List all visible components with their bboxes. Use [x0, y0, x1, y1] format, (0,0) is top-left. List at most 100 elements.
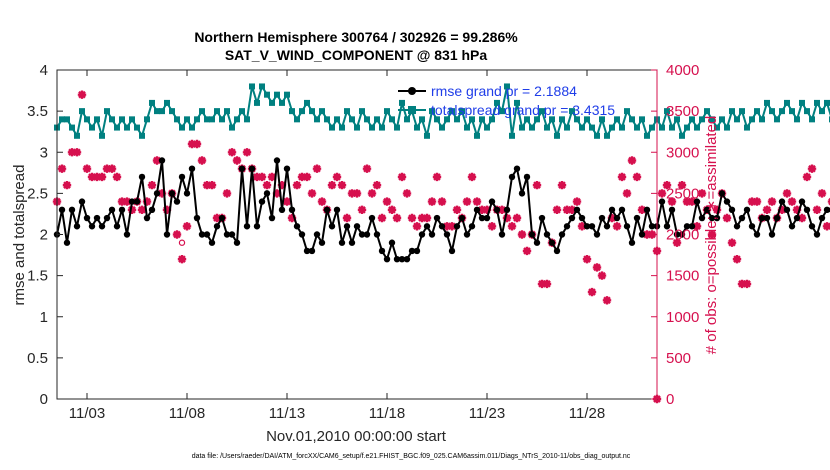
rmse-marker [213, 223, 221, 230]
rmse-marker [708, 214, 716, 222]
obs-assimilated-marker [362, 164, 372, 173]
spread-marker [494, 99, 500, 106]
rmse-marker [533, 239, 541, 246]
obs-assimilated-marker [687, 197, 697, 206]
spread-marker [279, 99, 285, 106]
obs-assimilated-marker [352, 189, 362, 198]
spread-marker [504, 83, 510, 90]
spread-marker [264, 91, 270, 98]
rmse-marker [563, 223, 571, 230]
rmse-marker [413, 247, 421, 255]
rmse-marker [808, 223, 816, 230]
rmse-marker [758, 214, 766, 222]
rmse-marker [288, 206, 296, 214]
spread-marker [69, 124, 75, 131]
rmse-marker [588, 223, 596, 230]
spread-marker [524, 116, 530, 123]
rmse-marker [223, 231, 231, 238]
obs-assimilated-marker [227, 148, 237, 157]
spread-marker [474, 132, 480, 139]
spread-marker [114, 124, 120, 131]
obs-assimilated-marker [162, 205, 172, 214]
rmse-marker [278, 206, 286, 214]
obs-assimilated-marker [612, 222, 622, 231]
spread-marker [289, 108, 295, 115]
spread-marker [699, 116, 705, 123]
obs-assimilated-marker [567, 205, 577, 214]
rmse-marker [718, 190, 726, 197]
rmse-marker [73, 223, 81, 230]
spread-marker [539, 108, 545, 115]
spread-marker [399, 99, 405, 106]
obs-assimilated-marker [202, 181, 212, 190]
spread-marker [469, 116, 475, 123]
y-left-tick-label: 2 [40, 227, 48, 244]
spread-marker [189, 124, 195, 131]
obs-assimilated-marker [642, 230, 652, 239]
rmse-marker [738, 214, 746, 222]
spread-marker [454, 116, 460, 123]
rmse-marker [543, 231, 551, 238]
rmse-marker [203, 231, 211, 238]
obs-assimilated-marker [552, 205, 562, 214]
rmse-marker [393, 255, 401, 263]
y-left-tick-label: 3 [40, 144, 48, 161]
spread-marker [74, 132, 80, 139]
rmse-marker [263, 190, 271, 197]
spread-marker [579, 124, 585, 131]
spread-marker [109, 116, 115, 123]
obs-assimilated-marker [577, 222, 587, 231]
spread-marker [799, 99, 805, 106]
rmse-marker [228, 231, 236, 238]
x-tick-label: 11/18 [369, 405, 405, 422]
obs-assimilated-marker [657, 189, 667, 198]
obs-assimilated-marker [737, 279, 747, 289]
obs-assimilated-marker [672, 238, 682, 247]
spread-marker [484, 124, 490, 131]
rmse-marker [63, 239, 71, 246]
obs-assimilated-marker [382, 197, 392, 206]
rmse-marker [753, 231, 761, 238]
spread-marker [359, 108, 365, 115]
rmse-marker [58, 206, 66, 214]
obs-assimilated-marker [722, 213, 732, 223]
obs-assimilated-marker [192, 139, 202, 149]
spread-marker [329, 124, 335, 131]
rmse-marker [403, 255, 411, 263]
legend-marker-rmse [408, 87, 416, 95]
spread-marker [784, 99, 790, 106]
y-right-tick-label: 2000 [666, 227, 699, 244]
obs-assimilated-marker [57, 164, 67, 173]
spread-marker [424, 132, 430, 139]
rmse-marker [618, 206, 626, 214]
obs-assimilated-marker [747, 197, 757, 206]
obs-assimilated-marker [542, 279, 552, 289]
rmse-marker [133, 198, 141, 205]
obs-assimilated-marker [222, 189, 232, 198]
rmse-marker [728, 206, 736, 214]
obs-assimilated-marker [587, 287, 597, 297]
y-left-tick-label: 1 [40, 309, 48, 326]
spread-marker [489, 116, 495, 123]
rmse-marker [388, 239, 396, 246]
rmse-marker [713, 214, 721, 222]
rmse-marker [348, 239, 356, 246]
rmse-marker [608, 206, 616, 214]
spread-marker [819, 108, 825, 115]
obs-assimilated-marker [262, 181, 272, 190]
rmse-marker [518, 190, 526, 197]
spread-marker [404, 116, 410, 123]
spread-marker [694, 124, 700, 131]
obs-assimilated-marker [302, 172, 312, 182]
spread-marker [394, 124, 400, 131]
spread-marker [669, 124, 675, 131]
spread-marker [439, 124, 445, 131]
obs-assimilated-marker [182, 222, 192, 231]
rmse-marker [603, 223, 611, 230]
rmse-marker [178, 173, 186, 181]
obs-assimilated-marker [117, 197, 127, 206]
rmse-marker [553, 247, 561, 255]
obs-assimilated-marker [437, 197, 447, 206]
obs-assimilated-marker [797, 213, 807, 223]
spread-marker [464, 124, 470, 131]
